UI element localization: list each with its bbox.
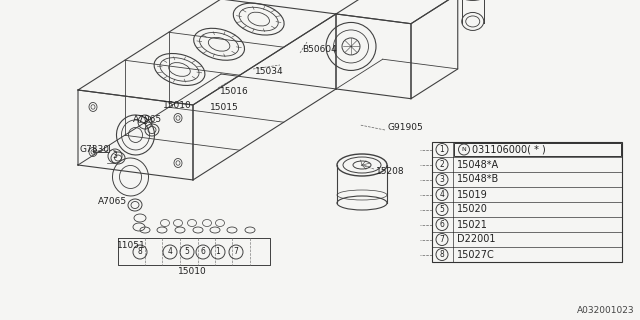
Bar <box>454 143 621 156</box>
Text: 15020: 15020 <box>457 204 488 214</box>
Bar <box>432 142 622 262</box>
Text: 15010: 15010 <box>178 268 206 276</box>
Text: B50604: B50604 <box>302 45 337 54</box>
Text: 15010: 15010 <box>163 100 192 109</box>
Text: 2: 2 <box>143 117 147 126</box>
Text: A7065: A7065 <box>98 197 127 206</box>
Text: N: N <box>461 147 467 152</box>
Text: G7330: G7330 <box>80 146 110 155</box>
Text: 4: 4 <box>168 247 172 257</box>
Text: 15048*B: 15048*B <box>457 174 499 185</box>
Text: 15048*A: 15048*A <box>457 159 499 170</box>
Text: 3: 3 <box>113 151 117 161</box>
Text: 5: 5 <box>184 247 189 257</box>
Text: 4: 4 <box>440 190 444 199</box>
Text: A032001023: A032001023 <box>577 306 635 315</box>
Text: 15208: 15208 <box>376 167 404 177</box>
Text: 8: 8 <box>440 250 444 259</box>
Text: G91905: G91905 <box>388 124 424 132</box>
Text: 2: 2 <box>440 160 444 169</box>
Text: 15019: 15019 <box>457 189 488 199</box>
Text: 8: 8 <box>138 247 142 257</box>
Text: D22001: D22001 <box>457 235 495 244</box>
Text: 1: 1 <box>216 247 220 257</box>
Text: 15016: 15016 <box>220 86 249 95</box>
Text: 6: 6 <box>200 247 205 257</box>
Text: 7: 7 <box>234 247 239 257</box>
Text: 3: 3 <box>440 175 444 184</box>
Text: 5: 5 <box>440 205 444 214</box>
Text: 15027C: 15027C <box>457 250 495 260</box>
Text: 6: 6 <box>440 220 444 229</box>
Text: 7: 7 <box>440 235 444 244</box>
Text: 15034: 15034 <box>255 68 284 76</box>
Text: 15015: 15015 <box>210 102 239 111</box>
Text: 11051: 11051 <box>117 242 146 251</box>
Text: 15021: 15021 <box>457 220 488 229</box>
Text: A7065: A7065 <box>133 116 162 124</box>
Text: 031106000( * ): 031106000( * ) <box>472 145 546 155</box>
Text: 1: 1 <box>440 145 444 154</box>
